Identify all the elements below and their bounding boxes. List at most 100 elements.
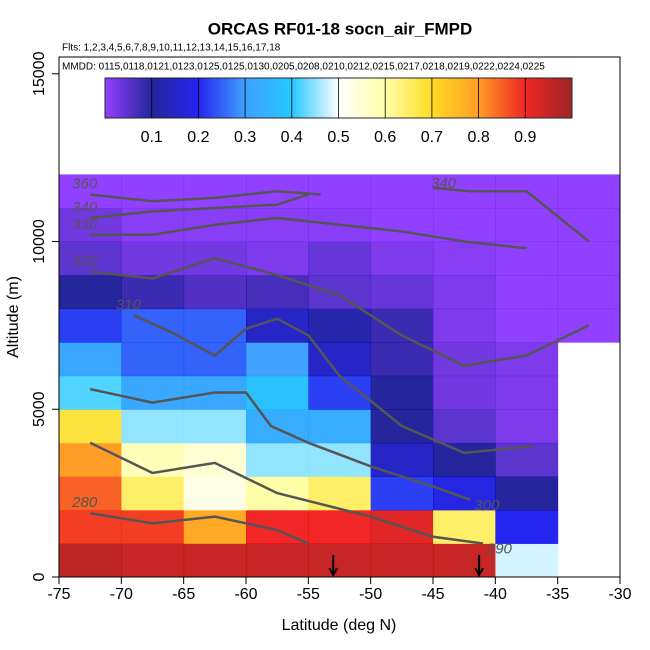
heatmap-cell [59,207,122,243]
contour-label: 310 [116,296,142,313]
contour-line [89,441,484,545]
contour-line [432,186,590,243]
contour-line [89,387,471,502]
heatmap-cell [370,275,434,310]
annotation: MMDD: 0115,0118,0121,0123,0125,0125,0130… [62,62,545,73]
heatmap-cell [183,442,247,477]
heatmap-cell [121,174,185,209]
heatmap-cell [121,308,185,343]
heatmap-cell [121,275,185,310]
heatmap-cell [121,375,185,410]
heatmap-cell [59,241,122,276]
heatmap-cell [308,174,372,209]
y-tick-label: 15000 [31,51,48,96]
heatmap-cell [370,174,434,209]
contour-line [89,512,309,545]
colorbar-tick-label: 0.7 [421,129,443,146]
heatmap-cell [433,476,496,511]
heatmap-cell [183,342,247,377]
heatmap-cell [433,241,496,276]
heatmap-cell [308,509,372,544]
colorbar-tick-label: 0.2 [187,129,209,146]
contour-label: 330 [72,216,98,233]
heatmap-cell [370,543,434,578]
heatmap-cell [495,509,559,544]
heatmap-cell [495,476,559,511]
colorbar-tick-label: 0.9 [514,129,536,146]
heatmap-cell [495,409,559,444]
x-tick-label: -35 [546,586,569,603]
heatmap-cell [370,375,434,410]
heatmap-cell [433,409,496,444]
heatmap-cell [495,543,559,578]
heatmap-cell [495,275,559,310]
heatmap-cell [495,207,559,243]
contour-label: 290 [486,540,513,557]
subtitle: Flts: 1,2,3,4,5,6,7,8,9,10,11,12,13,14,1… [62,43,281,54]
heatmap-cell [246,275,309,310]
contour-line [90,189,321,203]
heatmap-cell [433,342,496,377]
heatmap-cell [433,275,496,310]
heatmap-cell [121,241,185,276]
heatmap-cell [246,207,309,243]
heatmap-cell [183,543,247,578]
x-tick-label: -30 [608,586,631,603]
y-axis-label: Altitude (m) [5,276,22,358]
heatmap-cell [433,207,496,243]
heatmap-cell [557,275,621,310]
y-tick-label: 10000 [31,219,48,264]
heatmap-cell [59,409,122,444]
x-tick-label: -50 [359,586,382,603]
contour-line [133,314,533,455]
heatmap-cell [370,342,434,377]
heatmap-cell [557,308,621,343]
x-tick-label: -70 [110,586,133,603]
heatmap-cell [495,375,559,410]
heatmap-cell [183,409,247,444]
heatmap-cell [433,543,496,578]
heatmap-cell [370,476,434,511]
heatmap-cell [121,543,185,578]
heatmap-cell [495,308,559,343]
heatmap-cell [183,275,247,310]
heatmap-cell [121,476,185,511]
contour-label: 320 [72,253,98,270]
heatmap-cell [433,442,496,477]
colorbar-tick-label: 0.6 [374,129,396,146]
colorbar-tick-label: 0.8 [467,129,489,146]
heatmap-cell [246,442,309,477]
chart-title: ORCAS RF01-18 socn_air_FMPD [208,19,473,38]
heatmap-cell [308,241,372,276]
heatmap-cell [370,442,434,477]
arrow-marker [328,555,339,578]
heatmap-cell [183,476,247,511]
contour-label: 280 [71,494,98,511]
heatmap-cell [121,442,185,477]
x-tick-label: -55 [297,586,320,603]
heatmap-cell [308,409,372,444]
heatmap-cell [308,543,372,578]
heatmap-cell [59,174,122,209]
heatmap-cell [246,342,309,377]
heatmap-cell [308,308,372,343]
heatmap-cell [433,308,496,343]
heatmap-cell [59,342,122,377]
x-tick-label: -40 [484,586,507,603]
heatmap-cell [59,442,122,477]
heatmap-cell [246,543,309,578]
heatmap-cell [121,509,185,544]
colorbar-tick-label: 0.3 [234,129,256,146]
y-tick-label: 5000 [31,391,48,427]
heatmap-cell [59,509,122,544]
heatmap-cell [433,375,496,410]
heatmap-cell [370,308,434,343]
x-axis-label: Latitude (deg N) [282,617,397,634]
contour-line [90,216,527,250]
heatmap-cell [370,241,434,276]
heatmap-cell [308,442,372,477]
heatmap-cell [59,308,122,343]
arrow-marker [474,555,484,578]
